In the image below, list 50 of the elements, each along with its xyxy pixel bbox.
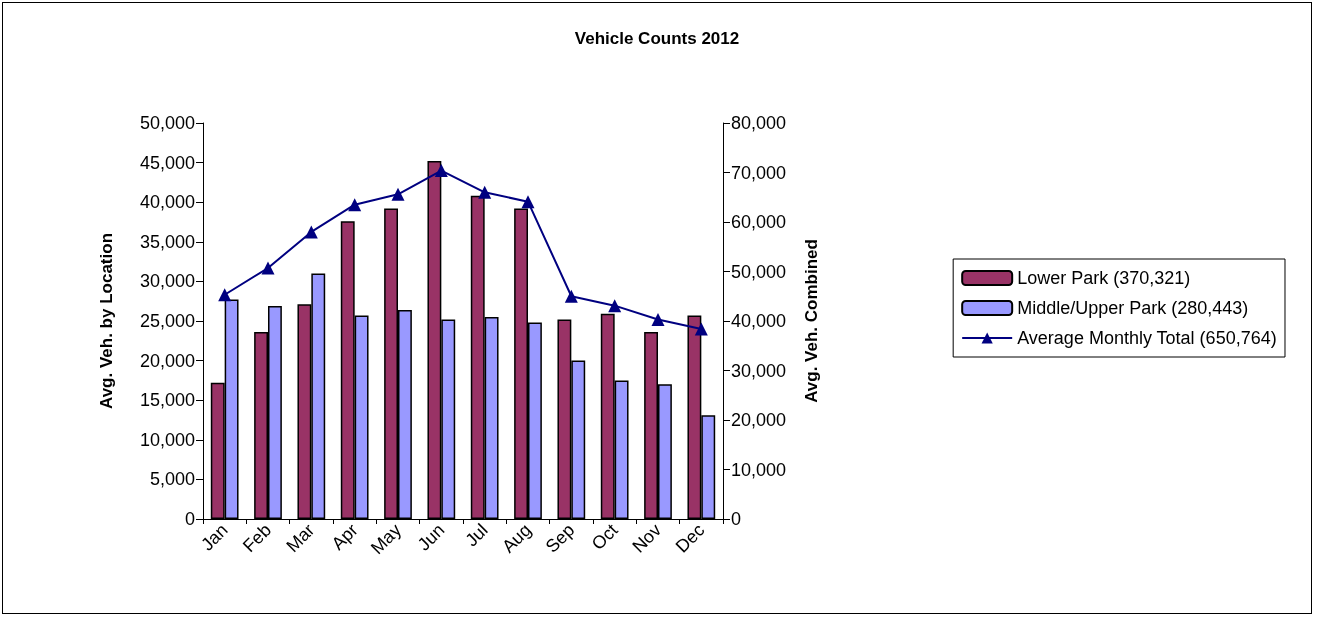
- y-axis-title: Avg. Veh. by Location: [97, 232, 116, 410]
- point: [564, 289, 578, 303]
- y2-tick-label: 0: [731, 509, 742, 529]
- chart-title: Vehicle Counts 2012: [574, 29, 740, 48]
- y-tick-label: 40,000: [139, 192, 195, 213]
- x-tick-label: Jan: [197, 519, 232, 555]
- y-tick-label: 45,000: [139, 152, 195, 173]
- x-tick-label: May: [366, 519, 406, 559]
- x-tick-label: Aug: [498, 519, 536, 557]
- x-tick-label: Nov: [628, 519, 666, 557]
- point: [304, 225, 318, 239]
- y-tick-label: 5,000: [149, 469, 195, 490]
- legend-label: Middle/Upper Park (280,443): [1017, 298, 1249, 318]
- y2-tick-label: 50,000: [731, 261, 787, 282]
- point: [651, 313, 665, 327]
- point: [261, 261, 275, 275]
- y-tick-label: 50,000: [139, 113, 195, 133]
- point: [348, 198, 362, 212]
- y2-tick-label: 10,000: [731, 459, 787, 480]
- y2-tick-label: 30,000: [731, 360, 787, 381]
- x-tick-label: Feb: [239, 519, 276, 556]
- y2-axis-title: Avg. Veh. Combined: [802, 239, 821, 403]
- x-tick-label: Apr: [327, 519, 362, 554]
- y-tick-label: 35,000: [139, 231, 195, 252]
- y-tick-label: 20,000: [139, 350, 195, 371]
- y2-tick-label: 70,000: [731, 162, 787, 183]
- y-tick-label: 30,000: [139, 271, 195, 292]
- x-tick-label: Jul: [461, 519, 492, 551]
- y2-tick-label: 40,000: [731, 311, 787, 331]
- y-tick-label: 10,000: [139, 429, 195, 450]
- point: [478, 185, 492, 199]
- point: [391, 187, 405, 201]
- y-tick-label: 0: [184, 509, 195, 529]
- point: [521, 195, 535, 209]
- y-tick-label: 25,000: [139, 311, 195, 331]
- y-tick-label: 15,000: [139, 390, 195, 411]
- legend-label: Lower Park (370,321): [1017, 268, 1191, 288]
- point: [218, 288, 232, 302]
- y2-tick-label: 20,000: [731, 410, 787, 430]
- x-tick-label: Sep: [541, 519, 579, 557]
- y2-tick-label: 80,000: [731, 113, 787, 133]
- x-tick-label: Oct: [587, 519, 622, 554]
- legend-label: Average Monthly Total (650,764): [1017, 328, 1277, 348]
- x-tick-label: Jun: [413, 519, 449, 555]
- point: [694, 322, 708, 336]
- y2-tick-label: 60,000: [731, 212, 787, 232]
- point: [434, 164, 448, 178]
- x-tick-label: Dec: [671, 519, 709, 557]
- x-tick-label: Mar: [282, 519, 319, 556]
- point: [608, 299, 622, 313]
